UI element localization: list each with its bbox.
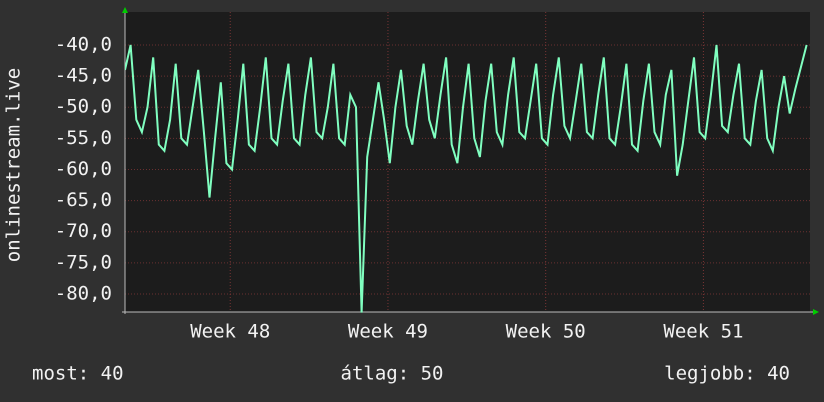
x-tick-label: Week 48 bbox=[190, 321, 270, 343]
y-tick-label: -45,0 bbox=[55, 65, 112, 87]
y-tick-label: -50,0 bbox=[55, 96, 112, 118]
stat-current: most: 40 bbox=[32, 363, 124, 385]
x-tick-label: Week 50 bbox=[506, 321, 586, 343]
data-line bbox=[125, 44, 808, 313]
y-tick-label: -65,0 bbox=[55, 189, 112, 211]
plot-area bbox=[125, 12, 810, 312]
axis-arrow bbox=[813, 309, 819, 315]
y-tick-label: -80,0 bbox=[55, 282, 112, 304]
axis-arrow bbox=[122, 7, 128, 13]
y-tick-label: -55,0 bbox=[55, 127, 112, 149]
y-axis-label: onlinestream.live bbox=[3, 68, 25, 262]
x-tick-label: Week 49 bbox=[348, 321, 428, 343]
y-tick-label: -60,0 bbox=[55, 158, 112, 180]
stat-average: átlag: 50 bbox=[341, 363, 444, 385]
y-tick-label: -40,0 bbox=[55, 33, 112, 55]
y-tick-label: -70,0 bbox=[55, 220, 112, 242]
y-tick-label: -75,0 bbox=[55, 251, 112, 273]
stat-best: legjobb: 40 bbox=[664, 363, 790, 385]
x-tick-label: Week 51 bbox=[663, 321, 743, 343]
